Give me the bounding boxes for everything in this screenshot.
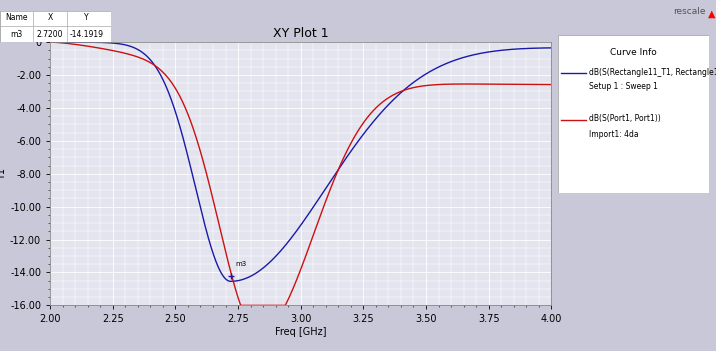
Text: Name: Name [6,13,28,22]
Text: ▲: ▲ [708,9,715,19]
Text: m3: m3 [11,30,23,39]
Text: dB(S(Rectangle11_T1, Rectangle11_T1)): dB(S(Rectangle11_T1, Rectangle11_T1)) [589,68,716,77]
Text: 2.7200: 2.7200 [37,30,63,39]
Text: Import1: 4da: Import1: 4da [589,130,638,139]
Text: -14.1919: -14.1919 [69,30,104,39]
X-axis label: Freq [GHz]: Freq [GHz] [275,327,326,337]
Text: dB(S(Port1, Port1)): dB(S(Port1, Port1)) [589,114,660,123]
Text: Curve Info: Curve Info [610,48,657,57]
Text: m3: m3 [236,261,247,267]
Y-axis label: Y1: Y1 [0,168,7,180]
Text: Setup 1 : Sweep 1: Setup 1 : Sweep 1 [589,82,657,92]
Text: X: X [47,13,52,22]
Text: Y: Y [84,13,89,22]
Text: rescale: rescale [673,7,705,16]
Title: XY Plot 1: XY Plot 1 [273,27,329,40]
